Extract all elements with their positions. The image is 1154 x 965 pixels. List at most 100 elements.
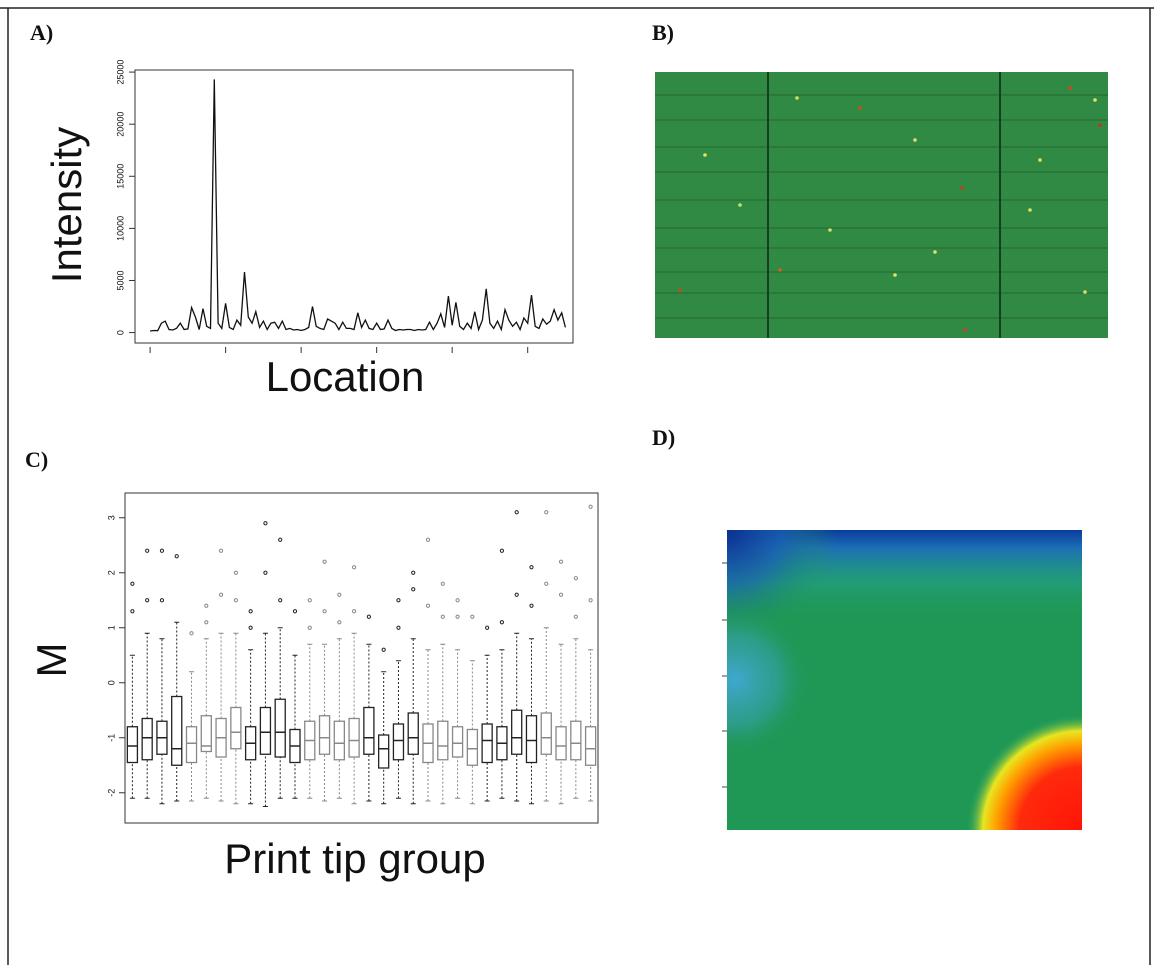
y-tick-label: -1 xyxy=(106,734,116,742)
outlier xyxy=(323,610,326,613)
box xyxy=(320,716,330,755)
y-tick-label: 0 xyxy=(106,680,116,685)
outlier xyxy=(219,593,222,596)
outlier xyxy=(471,615,474,618)
outlier xyxy=(530,566,533,569)
outlier xyxy=(338,621,341,624)
outlier xyxy=(338,593,341,596)
outlier xyxy=(264,571,267,574)
outlier xyxy=(293,610,296,613)
box xyxy=(186,727,196,763)
y-tick-label: 3 xyxy=(106,515,116,520)
outlier xyxy=(264,522,267,525)
outlier xyxy=(545,582,548,585)
outlier xyxy=(574,615,577,618)
x-axis-label: Print tip group xyxy=(224,835,485,882)
outlier xyxy=(397,599,400,602)
box xyxy=(482,724,492,763)
outlier xyxy=(500,549,503,552)
outlier xyxy=(308,599,311,602)
outlier xyxy=(279,538,282,541)
box xyxy=(526,716,536,763)
panel-label: A) xyxy=(30,20,53,45)
panel-label: B) xyxy=(652,20,674,45)
box xyxy=(231,708,241,749)
outlier xyxy=(412,571,415,574)
outlier xyxy=(441,615,444,618)
box xyxy=(393,724,403,760)
box xyxy=(453,727,463,757)
box xyxy=(556,727,566,760)
outlier xyxy=(486,626,489,629)
outlier xyxy=(559,593,562,596)
box xyxy=(142,719,152,760)
plots: 0 5000 10000 15000 20000 25000 Intensity Locati… xyxy=(28,60,598,883)
box xyxy=(275,699,285,757)
outlier xyxy=(131,610,134,613)
outlier xyxy=(205,621,208,624)
outlier xyxy=(160,599,163,602)
outlier xyxy=(146,549,149,552)
y-tick-label: 15000 xyxy=(115,164,125,189)
outlier xyxy=(559,560,562,563)
outlier xyxy=(279,599,282,602)
box xyxy=(586,727,596,766)
outlier xyxy=(367,615,370,618)
outlier xyxy=(382,648,385,651)
outlier xyxy=(500,621,503,624)
box xyxy=(467,730,477,766)
outlier xyxy=(160,549,163,552)
box xyxy=(364,708,374,755)
outlier xyxy=(249,610,252,613)
outlier xyxy=(515,511,518,514)
outlier xyxy=(441,582,444,585)
outlier xyxy=(190,632,193,635)
outlier xyxy=(234,599,237,602)
outlier xyxy=(323,560,326,563)
outlier xyxy=(426,604,429,607)
box xyxy=(172,697,182,766)
figure: A) B) C) D) xyxy=(0,0,1154,965)
outlier xyxy=(515,593,518,596)
x-axis-label: Location xyxy=(266,353,425,400)
box xyxy=(127,727,137,763)
y-tick-label: 10000 xyxy=(115,216,125,241)
intensity-line xyxy=(150,79,565,331)
outlier xyxy=(175,555,178,558)
box xyxy=(512,710,522,754)
box xyxy=(408,713,418,754)
box xyxy=(349,719,359,758)
y-axis-label: M xyxy=(28,643,75,678)
y-tick-label: 25000 xyxy=(115,60,125,85)
y-tick-label: 20000 xyxy=(115,112,125,137)
box xyxy=(541,713,551,754)
outlier xyxy=(426,538,429,541)
box xyxy=(438,721,448,760)
outlier xyxy=(574,577,577,580)
outlier xyxy=(131,582,134,585)
outlier xyxy=(234,571,237,574)
outlier xyxy=(249,626,252,629)
outlier xyxy=(589,505,592,508)
outlier xyxy=(545,511,548,514)
outlier xyxy=(397,626,400,629)
panel-label: D) xyxy=(652,425,675,450)
spatial-heatmap xyxy=(722,530,1082,830)
outlier xyxy=(205,604,208,607)
outlier xyxy=(530,604,533,607)
outlier xyxy=(308,626,311,629)
y-tick-label: 5000 xyxy=(115,270,125,290)
panel-label: C) xyxy=(25,447,48,472)
y-tick-label: 2 xyxy=(106,570,116,575)
outlier xyxy=(456,615,459,618)
plot-box xyxy=(125,493,598,823)
outlier xyxy=(353,566,356,569)
outlier xyxy=(456,599,459,602)
box xyxy=(571,721,581,760)
box xyxy=(260,708,270,755)
microarray-image xyxy=(655,72,1108,338)
y-axis-label: Intensity xyxy=(43,127,90,283)
outlier xyxy=(589,599,592,602)
outlier xyxy=(353,610,356,613)
box xyxy=(379,735,389,768)
